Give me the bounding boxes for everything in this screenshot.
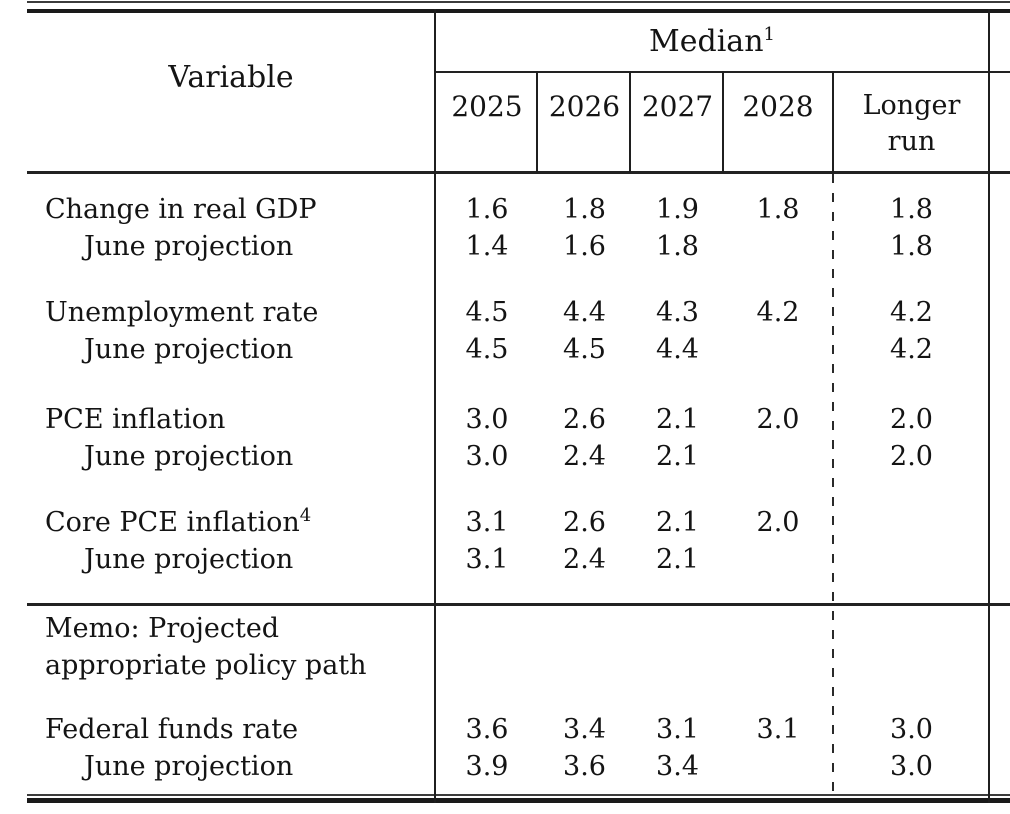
row-label: June projection	[84, 751, 294, 782]
header-divider-longer-run	[832, 71, 834, 173]
cell-longer-run: 4.2	[890, 334, 933, 365]
row-label: June projection	[84, 441, 294, 472]
row-label: Unemployment rate	[45, 297, 319, 328]
cell-2026: 4.5	[563, 334, 606, 365]
cell-longer-run: 4.2	[890, 297, 933, 328]
cell-2027: 4.3	[656, 297, 699, 328]
cell-2025: 3.0	[465, 404, 509, 435]
cell-2027: 2.1	[656, 404, 699, 435]
row-core-pce-june-projection: June projection 3.1 2.4 2.1	[0, 541, 1010, 578]
bottom-rule-thick	[27, 798, 1010, 803]
right-border	[988, 9, 990, 803]
memo-label: Memo: Projected appropriate policy path	[45, 610, 425, 684]
longer-run-header: Longer run	[835, 88, 988, 160]
row-label: Federal funds rate	[45, 714, 299, 745]
header-divider-2026-2027	[629, 71, 631, 173]
cell-2027: 1.9	[656, 194, 699, 225]
year-header-2028: 2028	[742, 90, 814, 123]
cell-2025: 3.1	[465, 507, 509, 538]
cell-longer-run: 1.8	[890, 231, 933, 262]
row-unemployment-rate: Unemployment rate 4.5 4.4 4.3 4.2 4.2	[0, 294, 1010, 331]
cell-2025: 1.4	[465, 231, 509, 262]
year-header-2025: 2025	[451, 90, 523, 123]
cell-2027: 3.1	[656, 714, 699, 745]
row-core-pce-inflation: Core PCE inflation4 3.1 2.6 2.1 2.0	[0, 504, 1010, 541]
top-rule-thin	[27, 1, 1010, 3]
cell-2026: 2.4	[563, 544, 606, 575]
memo-line-2: appropriate policy path	[45, 650, 367, 681]
cell-2027: 4.4	[656, 334, 699, 365]
row-unemployment-june-projection: June projection 4.5 4.5 4.4 4.2	[0, 331, 1010, 368]
row-label: June projection	[84, 231, 294, 262]
row-gdp-june-projection: June projection 1.4 1.6 1.8 1.8	[0, 228, 1010, 265]
row-ffr-june-projection: June projection 3.9 3.6 3.4 3.0	[0, 748, 1010, 785]
cell-2026: 4.4	[563, 297, 606, 328]
row-change-in-real-gdp: Change in real GDP 1.6 1.8 1.9 1.8 1.8	[0, 191, 1010, 228]
cell-2026: 2.6	[563, 404, 606, 435]
cell-2028: 1.8	[756, 194, 800, 225]
cell-2025: 4.5	[465, 297, 509, 328]
cell-2026: 1.8	[563, 194, 606, 225]
cell-longer-run: 2.0	[890, 404, 933, 435]
year-header-2026: 2026	[548, 90, 621, 123]
cell-longer-run: 3.0	[890, 751, 933, 782]
cell-2026: 2.6	[563, 507, 606, 538]
bottom-rule-thin	[27, 794, 1010, 796]
core-pce-footnote-marker: 4	[299, 505, 312, 526]
cell-2026: 3.6	[563, 751, 606, 782]
core-pce-label: Core PCE inflation	[45, 507, 300, 538]
cell-2025: 3.9	[465, 751, 509, 782]
cell-2028: 4.2	[756, 297, 800, 328]
cell-2026: 1.6	[563, 231, 606, 262]
cell-2027: 2.1	[656, 544, 699, 575]
longer-run-header-label: Longer run	[862, 90, 961, 157]
memo-section-divider	[27, 603, 1010, 606]
top-rule-thick	[27, 9, 1010, 13]
cell-2028: 2.0	[756, 507, 800, 538]
cell-2025: 1.6	[465, 194, 509, 225]
cell-longer-run: 2.0	[890, 441, 933, 472]
row-pce-inflation: PCE inflation 3.0 2.6 2.1 2.0 2.0	[0, 401, 1010, 438]
row-pce-june-projection: June projection 3.0 2.4 2.1 2.0	[0, 438, 1010, 475]
variable-header: Variable	[168, 60, 294, 95]
row-federal-funds-rate: Federal funds rate 3.6 3.4 3.1 3.1 3.0	[0, 711, 1010, 748]
cell-2028: 3.1	[756, 714, 800, 745]
longer-run-dashed-divider	[832, 174, 834, 800]
cell-2028: 2.0	[756, 404, 800, 435]
median-footnote-marker: 1	[763, 24, 775, 45]
cell-2027: 2.1	[656, 507, 699, 538]
header-divider-2025-2026	[536, 71, 538, 173]
cell-2025: 4.5	[465, 334, 509, 365]
cell-2027: 1.8	[656, 231, 699, 262]
header-underline	[27, 171, 1010, 174]
row-label: PCE inflation	[45, 404, 226, 435]
median-header-label: Median	[649, 24, 764, 59]
median-header: Median1	[435, 24, 989, 60]
table-rules	[27, 0, 1010, 814]
cell-2025: 3.1	[465, 544, 509, 575]
cell-2025: 3.0	[465, 441, 509, 472]
cell-2027: 2.1	[656, 441, 699, 472]
variable-column-divider	[434, 9, 436, 803]
row-label: Change in real GDP	[45, 194, 317, 225]
cell-longer-run: 3.0	[890, 714, 933, 745]
header-divider-2027-2028	[722, 71, 724, 173]
row-label: Core PCE inflation4	[45, 504, 311, 541]
cell-2026: 2.4	[563, 441, 606, 472]
cell-2026: 3.4	[563, 714, 606, 745]
cell-2025: 3.6	[465, 714, 509, 745]
memo-line-1: Memo: Projected	[45, 613, 280, 644]
cell-longer-run: 1.8	[890, 194, 933, 225]
year-header-2027: 2027	[641, 90, 714, 123]
row-label: June projection	[84, 334, 294, 365]
row-label: June projection	[84, 544, 294, 575]
cell-2027: 3.4	[656, 751, 699, 782]
